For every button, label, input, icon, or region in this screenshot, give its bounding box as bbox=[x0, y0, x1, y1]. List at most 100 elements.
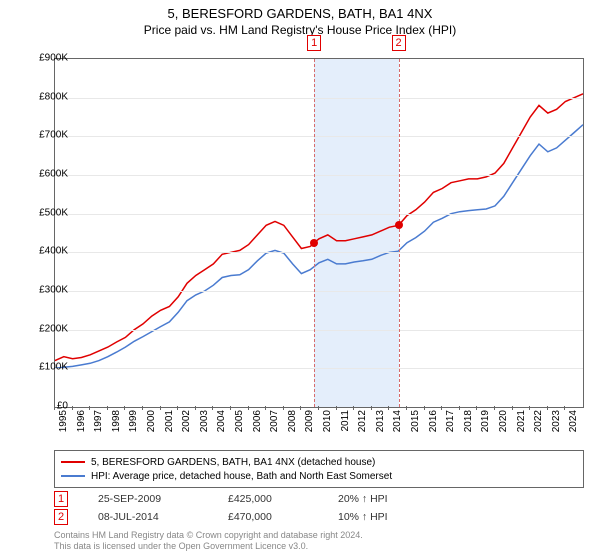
x-axis-tick-label: 2013 bbox=[375, 410, 386, 440]
x-axis-tick-label: 2018 bbox=[463, 410, 474, 440]
sales-table: 1 25-SEP-2009 £425,000 20% ↑ HPI 2 08-JU… bbox=[54, 490, 584, 526]
x-axis-tick bbox=[107, 406, 108, 410]
sale-price-2: £470,000 bbox=[228, 511, 338, 523]
y-axis-tick-label: £700K bbox=[39, 130, 68, 141]
x-axis-tick bbox=[547, 406, 548, 410]
x-axis-tick-label: 2004 bbox=[216, 410, 227, 440]
sale-marker-label: 1 bbox=[307, 35, 321, 51]
y-axis-tick-label: £500K bbox=[39, 207, 68, 218]
gridline-h bbox=[55, 252, 583, 253]
x-axis-tick-label: 1997 bbox=[93, 410, 104, 440]
x-axis-tick bbox=[230, 406, 231, 410]
sale-date-2: 08-JUL-2014 bbox=[98, 511, 228, 523]
sale-marker-label: 2 bbox=[392, 35, 406, 51]
legend-row-1: 5, BERESFORD GARDENS, BATH, BA1 4NX (det… bbox=[61, 455, 577, 469]
y-axis-tick-label: £800K bbox=[39, 91, 68, 102]
gridline-h bbox=[55, 175, 583, 176]
legend-swatch-1 bbox=[61, 461, 85, 463]
x-axis-tick-label: 1995 bbox=[58, 410, 69, 440]
x-axis-tick bbox=[564, 406, 565, 410]
x-axis-tick bbox=[72, 406, 73, 410]
x-axis-tick-label: 2000 bbox=[146, 410, 157, 440]
x-axis-tick-label: 2001 bbox=[164, 410, 175, 440]
footer-note: Contains HM Land Registry data © Crown c… bbox=[54, 530, 363, 553]
gridline-h bbox=[55, 136, 583, 137]
x-axis-tick bbox=[142, 406, 143, 410]
x-axis-tick-label: 2002 bbox=[181, 410, 192, 440]
legend-label-1: 5, BERESFORD GARDENS, BATH, BA1 4NX (det… bbox=[91, 457, 375, 468]
x-axis-tick bbox=[54, 406, 55, 410]
x-axis-tick-label: 2017 bbox=[445, 410, 456, 440]
x-axis-tick-label: 2023 bbox=[551, 410, 562, 440]
x-axis-tick bbox=[318, 406, 319, 410]
y-axis-tick-label: £100K bbox=[39, 362, 68, 373]
sale-price-1: £425,000 bbox=[228, 493, 338, 505]
x-axis-tick bbox=[89, 406, 90, 410]
chart-container: 5, BERESFORD GARDENS, BATH, BA1 4NX Pric… bbox=[0, 0, 600, 560]
y-axis-tick-label: £200K bbox=[39, 323, 68, 334]
x-axis-tick-label: 1996 bbox=[76, 410, 87, 440]
x-axis-tick-label: 2024 bbox=[568, 410, 579, 440]
gridline-h bbox=[55, 368, 583, 369]
sale-hpi-2: 10% ↑ HPI bbox=[338, 511, 458, 523]
x-axis-tick bbox=[265, 406, 266, 410]
sale-marker-1: 1 bbox=[54, 491, 68, 507]
x-axis-tick-label: 2006 bbox=[252, 410, 263, 440]
chart-lines-svg bbox=[55, 59, 583, 407]
footer-line-2: This data is licensed under the Open Gov… bbox=[54, 541, 363, 552]
x-axis-tick bbox=[336, 406, 337, 410]
x-axis-tick bbox=[300, 406, 301, 410]
x-axis-tick bbox=[248, 406, 249, 410]
x-axis-tick-label: 2022 bbox=[533, 410, 544, 440]
gridline-h bbox=[55, 98, 583, 99]
sale-date-line bbox=[314, 59, 315, 407]
x-axis-tick-label: 2016 bbox=[428, 410, 439, 440]
x-axis-tick bbox=[529, 406, 530, 410]
x-axis-tick-label: 1998 bbox=[111, 410, 122, 440]
sale-date-1: 25-SEP-2009 bbox=[98, 493, 228, 505]
sale-date-line bbox=[399, 59, 400, 407]
x-axis-tick bbox=[459, 406, 460, 410]
x-axis-tick bbox=[177, 406, 178, 410]
series-line-2 bbox=[55, 125, 583, 369]
x-axis-tick-label: 2003 bbox=[199, 410, 210, 440]
x-axis-tick-label: 2021 bbox=[516, 410, 527, 440]
x-axis-tick bbox=[424, 406, 425, 410]
x-axis-tick-label: 2012 bbox=[357, 410, 368, 440]
sale-marker-2: 2 bbox=[54, 509, 68, 525]
gridline-h bbox=[55, 291, 583, 292]
x-axis-tick bbox=[388, 406, 389, 410]
x-axis-tick bbox=[494, 406, 495, 410]
sales-row-1: 1 25-SEP-2009 £425,000 20% ↑ HPI bbox=[54, 490, 584, 508]
x-axis-tick bbox=[512, 406, 513, 410]
x-axis-tick-label: 2020 bbox=[498, 410, 509, 440]
x-axis-tick bbox=[212, 406, 213, 410]
sale-dot bbox=[395, 221, 403, 229]
x-axis-tick bbox=[283, 406, 284, 410]
series-line-1 bbox=[55, 94, 583, 361]
legend-box: 5, BERESFORD GARDENS, BATH, BA1 4NX (det… bbox=[54, 450, 584, 488]
y-axis-tick-label: £400K bbox=[39, 246, 68, 257]
sales-row-2: 2 08-JUL-2014 £470,000 10% ↑ HPI bbox=[54, 508, 584, 526]
x-axis-tick-label: 2014 bbox=[392, 410, 403, 440]
x-axis-tick-label: 2008 bbox=[287, 410, 298, 440]
gridline-h bbox=[55, 214, 583, 215]
chart-plot-area: 12 bbox=[54, 58, 584, 408]
legend-label-2: HPI: Average price, detached house, Bath… bbox=[91, 471, 392, 482]
y-axis-tick-label: £600K bbox=[39, 169, 68, 180]
legend-swatch-2 bbox=[61, 475, 85, 477]
x-axis-tick bbox=[476, 406, 477, 410]
x-axis-tick-label: 2015 bbox=[410, 410, 421, 440]
x-axis-tick bbox=[371, 406, 372, 410]
x-axis-tick-label: 2011 bbox=[340, 410, 351, 440]
x-axis-tick-label: 2005 bbox=[234, 410, 245, 440]
x-axis-tick-label: 2007 bbox=[269, 410, 280, 440]
x-axis-tick-label: 2010 bbox=[322, 410, 333, 440]
x-axis-tick bbox=[441, 406, 442, 410]
y-axis-tick-label: £900K bbox=[39, 53, 68, 64]
x-axis-tick bbox=[124, 406, 125, 410]
sale-dot bbox=[310, 239, 318, 247]
title-main: 5, BERESFORD GARDENS, BATH, BA1 4NX bbox=[0, 6, 600, 21]
x-axis-tick-label: 2019 bbox=[480, 410, 491, 440]
gridline-h bbox=[55, 330, 583, 331]
